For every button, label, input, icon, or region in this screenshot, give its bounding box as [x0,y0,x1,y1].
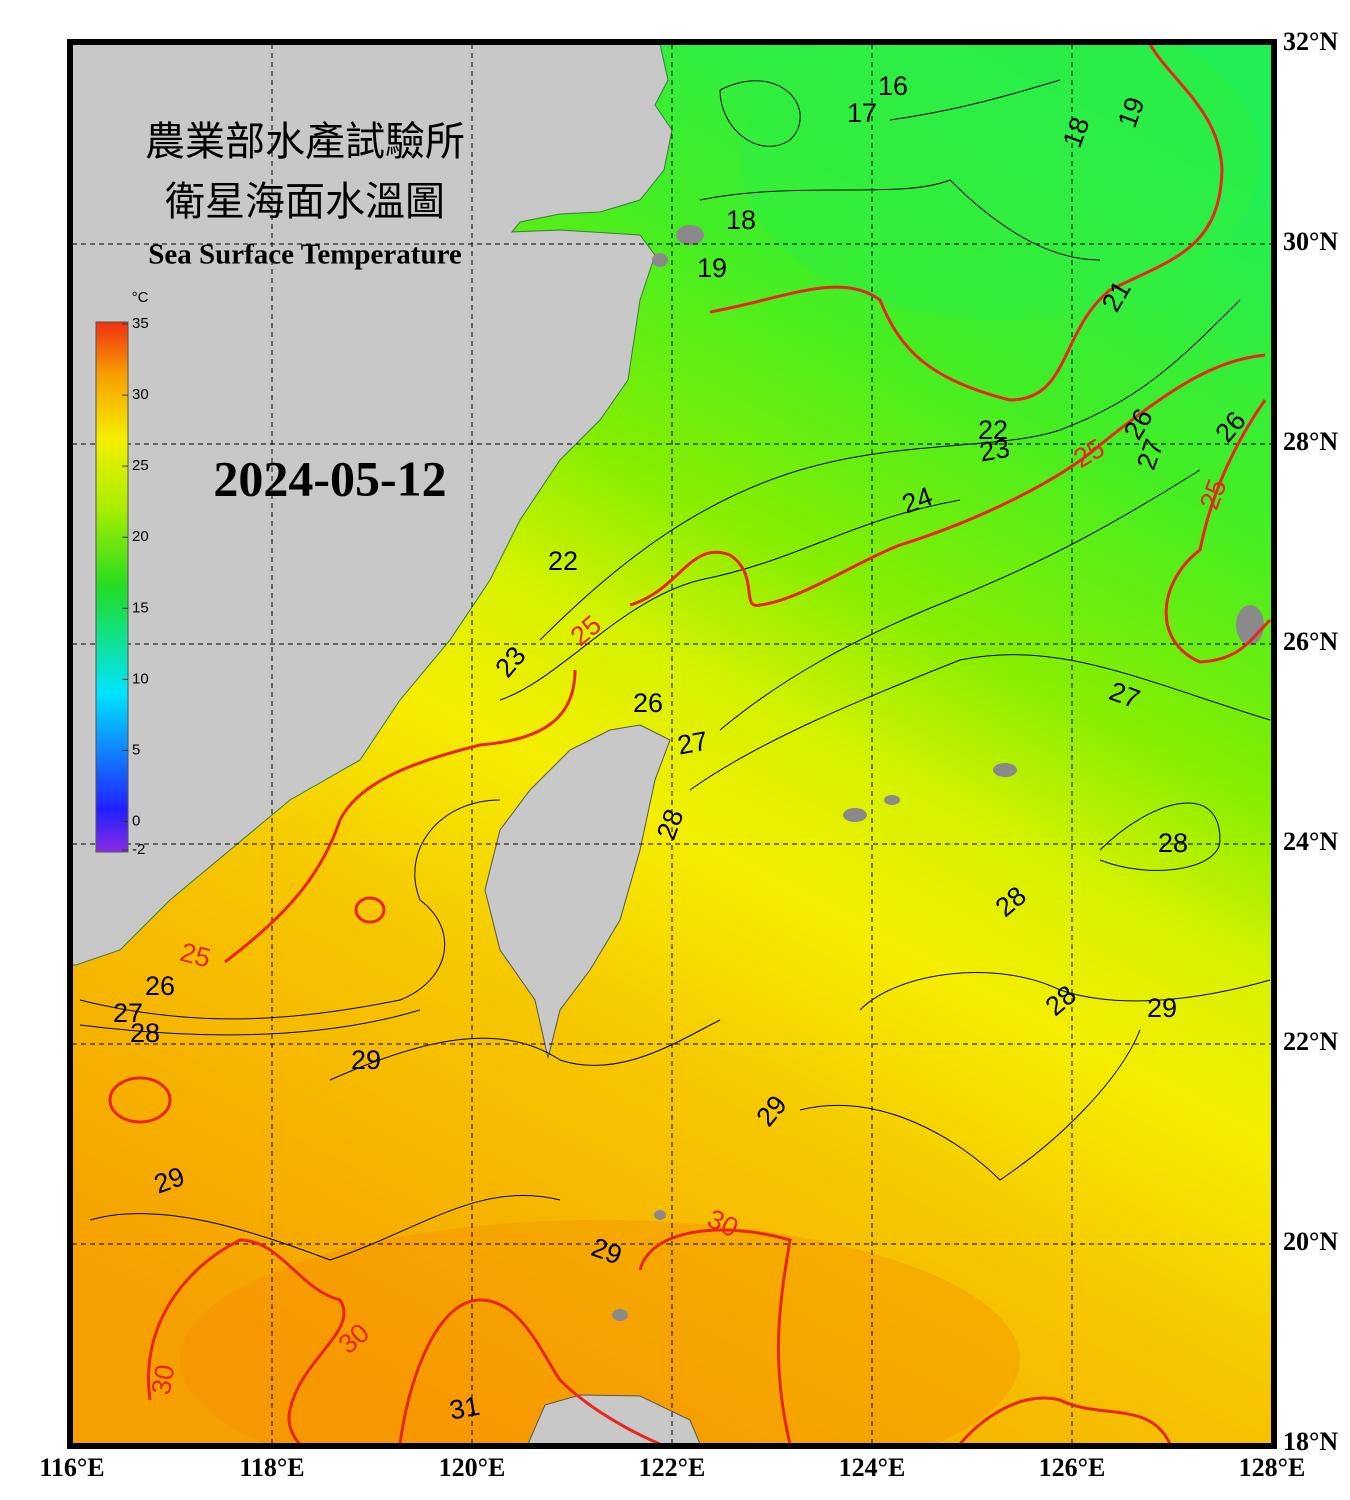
contour-label: 29 [1147,993,1177,1023]
contour-label: 16 [878,71,908,101]
contour-label: 31 [447,1391,482,1426]
map-subtitle: Sea Surface Temperature [148,239,462,271]
agency-name: 農業部水產試驗所 [145,119,465,165]
contour-label: 18 [726,205,756,235]
colorbar-tick-label: 30 [132,386,149,403]
x-tick-label: 126°E [1039,1453,1106,1482]
colorbar-tick-label: 0 [132,813,140,830]
x-tick-label: 120°E [439,1453,506,1482]
map-title: 衛星海面水溫圖 [165,179,445,225]
contour-label: 28 [1158,828,1188,858]
contour-label: 17 [847,98,877,128]
x-tick-label: 116°E [39,1453,104,1482]
y-tick-label: 20°N [1283,1227,1338,1256]
contour-label: 29 [351,1045,381,1075]
contour-label: 30 [146,1362,181,1397]
contour-label: 27 [113,998,143,1028]
colorbar-unit: °C [132,289,149,306]
x-tick-label: 124°E [839,1453,906,1482]
y-tick-label: 32°N [1283,27,1338,56]
warm-water [180,1220,1020,1444]
contour-label: 28 [130,1018,160,1048]
colorbar-tick-label: 15 [132,599,149,616]
colorbar [95,321,129,853]
taiwan [484,724,671,1059]
y-tick-label: 18°N [1283,1427,1338,1456]
x-tick-label: 122°E [639,1453,706,1482]
x-tick-label: 128°E [1239,1453,1306,1482]
contours-highlight [108,44,1272,1444]
frame [67,39,1277,1449]
y-tick-label: 26°N [1283,627,1338,656]
colorbar-tick-label: 5 [132,741,140,758]
mainland [72,44,673,966]
axis-labels: 116°E 118°E 120°E 122°E 124°E 126°E 128°E18°N 2… [39,27,1338,1482]
contour-label: 26 [633,688,663,718]
contour-label: 22 [978,415,1008,445]
colorbar-tick-label: 20 [132,528,149,545]
graticule [72,44,1272,1444]
y-tick-label: 22°N [1283,1027,1338,1056]
contour-label: 27 [675,726,710,761]
contour-label: 22 [548,546,578,576]
cool-water [740,44,1260,320]
y-tick-label: 30°N [1283,227,1338,256]
x-tick-label: 118°E [239,1453,304,1482]
colorbar-tick-label: 35 [132,315,149,332]
colorbar-ticks: -2 0 5 10 15 20 25 30 35 [122,315,149,858]
colorbar-tick-label: -2 [132,841,145,858]
date: 2024-05-12 [213,450,446,506]
colorbar-tick-label: 10 [132,670,149,687]
contour-label: 26 [145,971,175,1001]
colorbar-tick-label: 25 [132,457,149,474]
y-tick-label: 28°N [1283,427,1338,456]
y-tick-label: 24°N [1283,827,1338,856]
contour-label: 23 [977,433,1012,468]
contour-label: 19 [697,253,727,283]
contours [79,79,1271,1261]
